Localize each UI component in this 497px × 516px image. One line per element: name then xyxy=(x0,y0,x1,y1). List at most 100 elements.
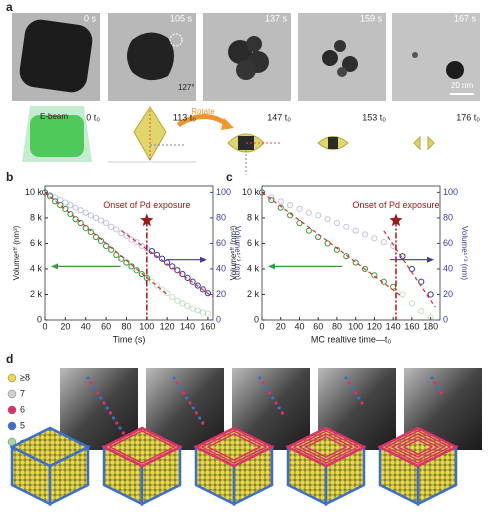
data-point xyxy=(174,267,181,274)
cube-top xyxy=(193,426,275,468)
x-axis-label: Time (s) xyxy=(113,334,146,344)
y2-tick-label: 60 xyxy=(216,238,226,248)
data-point xyxy=(352,259,359,266)
data-point xyxy=(343,253,350,260)
y2-tick-label: 0 xyxy=(443,314,448,324)
data-point xyxy=(72,204,79,211)
data-point xyxy=(371,272,378,279)
atom xyxy=(118,426,122,430)
data-point xyxy=(361,265,369,273)
data-point xyxy=(148,278,156,285)
y-tick-label: 8 k xyxy=(30,212,43,222)
atom xyxy=(430,376,434,380)
x-tick-label: 20 xyxy=(276,321,286,331)
tem-image xyxy=(392,13,480,101)
x-tick-label: 140 xyxy=(180,321,195,331)
particle xyxy=(337,67,347,77)
cube-top xyxy=(101,426,183,468)
atom xyxy=(350,386,354,390)
data-point xyxy=(199,286,206,293)
y2-tick-label: 20 xyxy=(443,289,453,299)
rotate-arrow-head xyxy=(221,118,234,130)
y-tick-label: 2 k xyxy=(30,289,43,299)
data-point xyxy=(333,219,341,227)
tem-image xyxy=(298,13,386,101)
legend-label: 6 xyxy=(20,404,25,414)
data-point xyxy=(158,255,166,262)
atom xyxy=(96,391,100,395)
data-point xyxy=(184,302,191,310)
circle-marker xyxy=(169,33,183,47)
cube-top xyxy=(285,426,367,468)
atom xyxy=(115,421,119,425)
x-tick-label: 180 xyxy=(423,321,438,331)
y-tick-label: 6 k xyxy=(247,238,260,248)
models xyxy=(22,106,435,175)
x-tick-label: 160 xyxy=(200,321,215,331)
x-tick-label: 120 xyxy=(160,321,175,331)
y2-tick-label: 20 xyxy=(216,289,226,299)
data-point xyxy=(333,246,341,253)
cube-step xyxy=(292,430,360,464)
legend-label: 5 xyxy=(20,420,25,430)
y-tick-label: 4 k xyxy=(30,263,43,273)
atom xyxy=(433,381,437,385)
atom xyxy=(344,376,348,380)
atom xyxy=(178,386,182,390)
annotation: Onset of Pd exposure xyxy=(103,200,190,210)
data-point xyxy=(287,202,294,209)
data-point xyxy=(305,209,312,216)
data-point xyxy=(169,293,176,301)
data-point xyxy=(46,193,54,200)
x-tick-label: 0 xyxy=(259,321,264,331)
fit-line xyxy=(383,230,436,308)
particle-model-core xyxy=(328,137,338,149)
data-point xyxy=(408,300,415,307)
y2-tick-label: 100 xyxy=(216,187,231,197)
atom xyxy=(182,391,186,395)
x-tick-label: 20 xyxy=(60,321,70,331)
atom xyxy=(121,431,125,435)
y-tick-label: 6 k xyxy=(30,238,43,248)
data-point xyxy=(87,228,94,236)
tem-images xyxy=(12,13,480,101)
atom xyxy=(258,376,262,380)
x-tick-label: 80 xyxy=(121,321,131,331)
atom xyxy=(108,411,112,415)
data-point xyxy=(67,202,74,209)
particle xyxy=(228,40,252,64)
cube-step xyxy=(298,433,354,461)
x-tick-label: 100 xyxy=(348,321,363,331)
atom xyxy=(89,381,93,385)
data-point xyxy=(97,237,105,244)
data-point xyxy=(87,212,94,219)
data-point xyxy=(57,196,64,204)
data-point xyxy=(380,239,387,246)
legend-swatch xyxy=(7,373,17,383)
particle xyxy=(246,36,262,52)
data-point xyxy=(148,247,156,255)
green-arrow-head xyxy=(268,263,275,270)
atom xyxy=(86,376,90,380)
y2-tick-label: 80 xyxy=(443,212,453,222)
data-point xyxy=(77,207,84,214)
y2-tick-label: 100 xyxy=(443,187,458,197)
x-tick-label: 140 xyxy=(386,321,401,331)
y2-tick-label: 80 xyxy=(216,212,226,222)
atom xyxy=(440,391,444,395)
data-point xyxy=(194,307,201,314)
data-point xyxy=(268,196,275,204)
data-point xyxy=(258,189,266,196)
cube-step xyxy=(402,439,434,455)
data-point xyxy=(189,278,196,285)
atom xyxy=(357,396,361,400)
atom xyxy=(112,416,116,420)
mc-time-label: 153 t₀ xyxy=(362,112,386,122)
data-point xyxy=(97,217,105,224)
data-point xyxy=(138,242,145,250)
data-point xyxy=(343,223,350,230)
purple-arrow-head xyxy=(427,256,434,263)
data-point xyxy=(315,212,322,219)
particle xyxy=(446,61,464,79)
